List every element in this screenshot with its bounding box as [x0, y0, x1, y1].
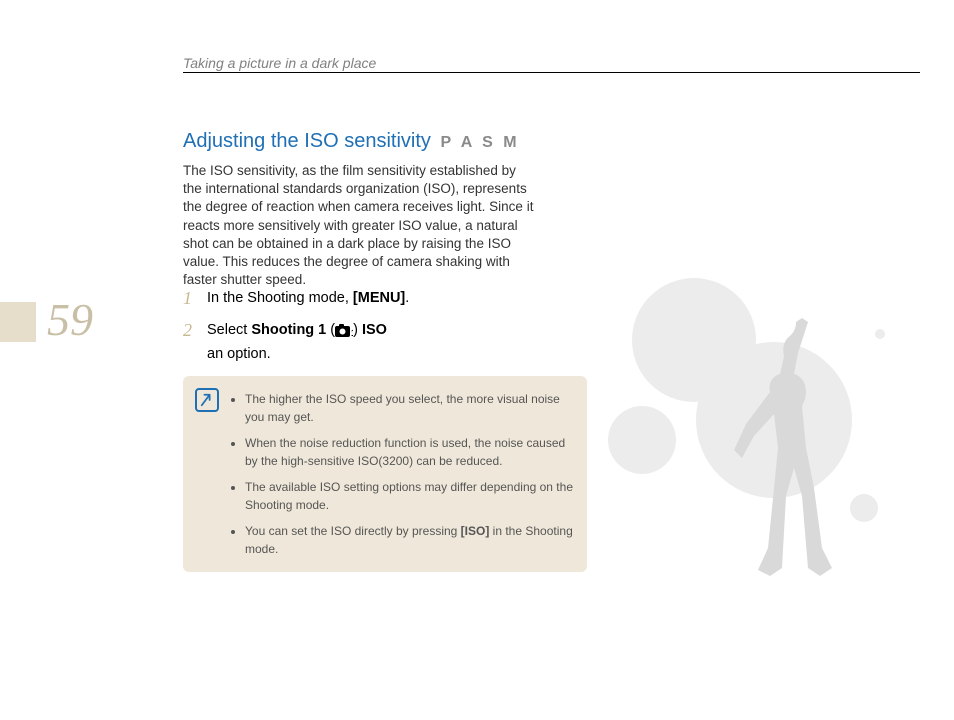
- step-text-bold: Shooting 1: [251, 322, 326, 338]
- step-number: 2: [183, 320, 207, 342]
- header-rule: [183, 72, 920, 73]
- note-text-pre: You can set the ISO directly by pressing: [245, 524, 461, 538]
- step-text-mid2: ): [353, 322, 362, 338]
- step-text: Select Shooting 1 (1) ISO an option.: [207, 320, 387, 365]
- note-item: You can set the ISO directly by pressing…: [245, 522, 573, 558]
- note-text-bold: [ISO]: [461, 524, 490, 538]
- bubble-circle: [608, 406, 676, 474]
- breadcrumb-header: Taking a picture in a dark place: [183, 55, 376, 71]
- steps-list: 1 In the Shooting mode, [MENU]. 2 Select…: [183, 288, 543, 375]
- step-text-bold: [MENU]: [353, 290, 405, 306]
- note-list: The higher the ISO speed you select, the…: [231, 390, 573, 558]
- camera-icon: 1: [335, 323, 353, 344]
- note-callout: The higher the ISO speed you select, the…: [183, 376, 587, 572]
- step-text-pre: Select: [207, 322, 251, 338]
- title-text: Adjusting the ISO sensitivity: [183, 130, 431, 152]
- page-title: Adjusting the ISO sensitivity P A S M: [183, 130, 520, 153]
- step-text-bold2: ISO: [362, 322, 387, 338]
- note-item: The available ISO setting options may di…: [245, 478, 573, 514]
- note-icon: [195, 388, 219, 412]
- step-1: 1 In the Shooting mode, [MENU].: [183, 288, 543, 310]
- title-modes: P A S M: [440, 134, 519, 151]
- note-item: When the noise reduction function is use…: [245, 434, 573, 470]
- person-silhouette: [724, 318, 854, 588]
- step-text-post: .: [405, 290, 409, 306]
- decorative-art: [574, 280, 914, 600]
- bubble-circle: [850, 494, 878, 522]
- step-number: 1: [183, 288, 207, 310]
- step-text: In the Shooting mode, [MENU].: [207, 288, 409, 309]
- page-number-tab: [0, 302, 36, 342]
- bubble-circle: [875, 329, 885, 339]
- step-text-pre: In the Shooting mode,: [207, 290, 353, 306]
- step-text-post: an option.: [207, 346, 271, 362]
- note-item: The higher the ISO speed you select, the…: [245, 390, 573, 426]
- intro-paragraph: The ISO sensitivity, as the film sensiti…: [183, 162, 535, 290]
- step-2: 2 Select Shooting 1 (1) ISO an option.: [183, 320, 543, 365]
- step-text-mid: (: [326, 322, 335, 338]
- page-number: 59: [47, 293, 93, 346]
